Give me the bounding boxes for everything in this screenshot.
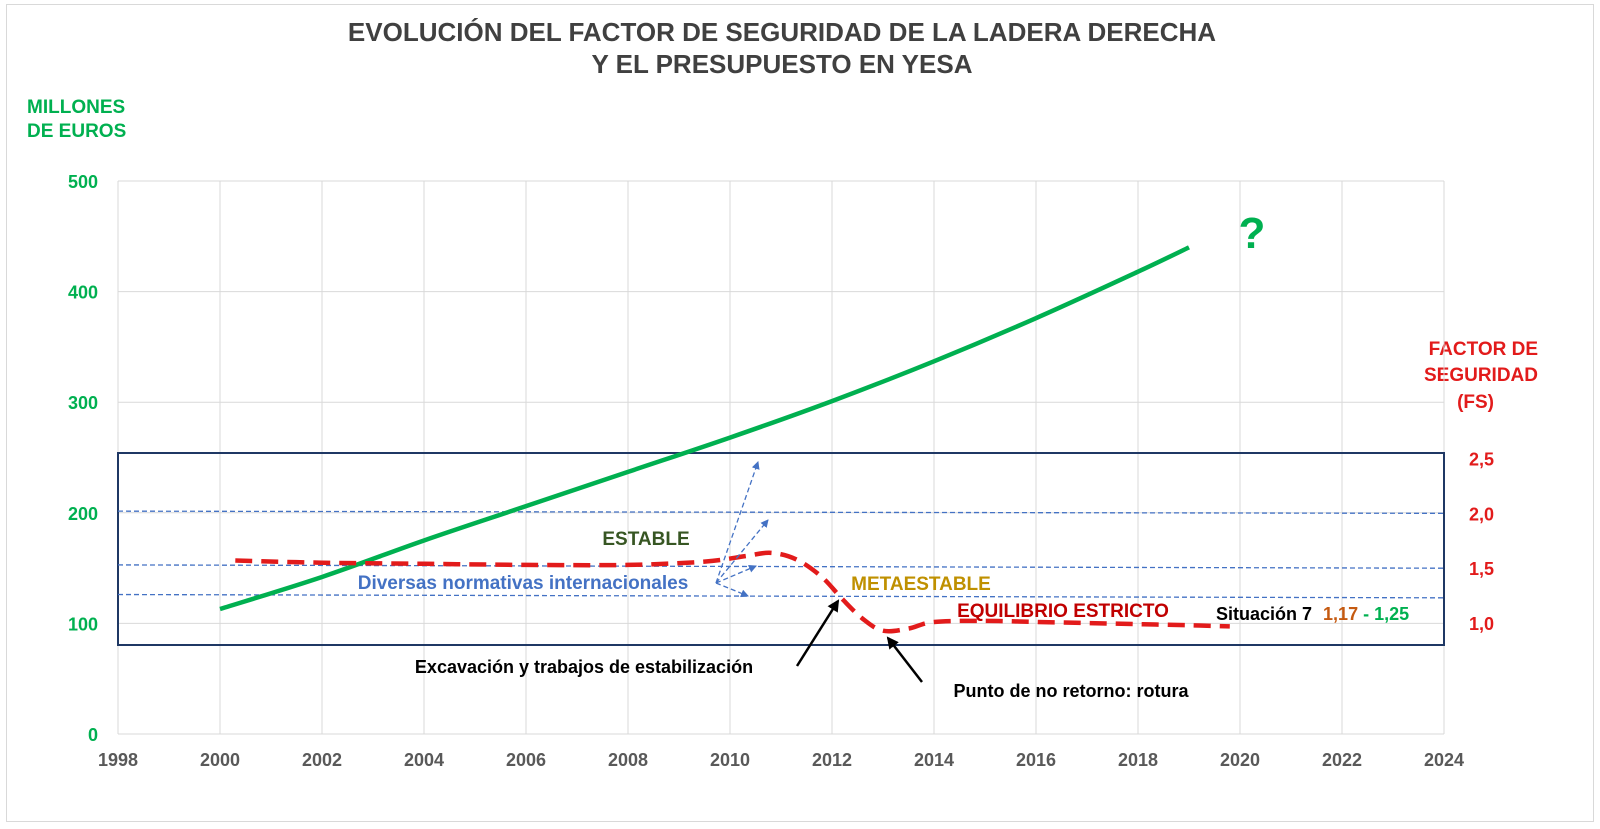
y-left-tick-label-300: 300 [68, 393, 98, 413]
fs-box-group [117, 452, 1445, 646]
y-left-tick-label-200: 200 [68, 504, 98, 524]
y-left-label-line1: MILLONES [27, 97, 125, 118]
x-tick-label-2012: 2012 [812, 750, 852, 770]
x-tick-label-2010: 2010 [710, 750, 750, 770]
reference-line-2 [117, 564, 1445, 569]
y-right-axis-ticks: 1,0 1,5 2,0 2,5 [1469, 449, 1494, 634]
y-right-label-line3: (FS) [1457, 392, 1494, 413]
y-left-tick-label-100: 100 [68, 614, 98, 634]
y-right-label-line2: SEGURIDAD [1424, 365, 1538, 386]
y-left-tick-label-500: 500 [68, 172, 98, 192]
normativas-arrow-2 [715, 519, 769, 584]
x-tick-label-2024: 2024 [1424, 750, 1464, 770]
x-tick-label-1998: 1998 [98, 750, 138, 770]
x-tick-label-2018: 2018 [1118, 750, 1158, 770]
x-tick-label-2016: 2016 [1016, 750, 1056, 770]
y-right-label-line1: FACTOR DE [1429, 339, 1538, 360]
y-right-tick-label-4: 2,5 [1469, 449, 1494, 469]
grid [117, 180, 1445, 735]
normativas-arrow-3 [715, 565, 757, 584]
situacion-value-2: 1,25 [1374, 604, 1409, 624]
y-right-tick-label-2: 1,5 [1469, 559, 1494, 579]
y-left-axis-ticks: 0 100 200 300 400 500 [68, 172, 98, 745]
reference-line-1 [117, 510, 1445, 514]
situacion-value-1: 1,17 [1323, 604, 1358, 624]
chart-title-line1: EVOLUCIÓN DEL FACTOR DE SEGURIDAD DE LA … [348, 17, 1216, 47]
x-axis-ticks: 1998 2000 2002 2004 2006 2008 2010 2012 2014 2016… [98, 750, 1464, 770]
y-right-tick-label-1: 1,0 [1469, 614, 1494, 634]
y-left-tick-label-0: 0 [88, 725, 98, 745]
punto-arrow [886, 636, 923, 683]
normativas-arrow-1 [715, 461, 760, 584]
normativas-arrow-4 [715, 582, 749, 598]
situacion-label: Situación 7 1,17 - 1,25 [1216, 604, 1409, 624]
situacion-dash: - [1363, 604, 1369, 624]
series-group [219, 245, 1230, 634]
metaestable-label: METAESTABLE [851, 574, 991, 595]
x-tick-label-2000: 2000 [200, 750, 240, 770]
x-tick-label-2006: 2006 [506, 750, 546, 770]
x-tick-label-2020: 2020 [1220, 750, 1260, 770]
question-mark: ? [1239, 209, 1266, 258]
budget-line [219, 245, 1190, 612]
equilibrio-label: EQUILIBRIO ESTRICTO [957, 601, 1169, 622]
x-tick-label-2008: 2008 [608, 750, 648, 770]
x-tick-label-2002: 2002 [302, 750, 342, 770]
y-left-label-line2: DE EUROS [27, 121, 126, 142]
x-tick-label-2014: 2014 [914, 750, 954, 770]
x-tick-label-2004: 2004 [404, 750, 444, 770]
fs-box [117, 452, 1445, 646]
x-tick-label-2022: 2022 [1322, 750, 1362, 770]
y-left-tick-label-400: 400 [68, 283, 98, 303]
reference-lines [117, 510, 1445, 599]
fs-line [235, 550, 1230, 634]
annotation-arrows [715, 461, 923, 683]
normativas-label: Diversas normativas internacionales [358, 573, 689, 594]
situacion-text: Situación 7 [1216, 604, 1312, 624]
excavacion-arrow [795, 599, 840, 667]
punto-label: Punto de no retorno: rotura [954, 681, 1190, 701]
excavacion-label: Excavación y trabajos de estabilización [415, 657, 753, 677]
chart-frame [6, 4, 1594, 822]
estable-label: ESTABLE [602, 529, 689, 550]
y-right-tick-label-3: 2,0 [1469, 504, 1494, 524]
reference-line-3 [117, 593, 1445, 599]
chart-title-line2: Y EL PRESUPUESTO EN YESA [592, 49, 973, 79]
